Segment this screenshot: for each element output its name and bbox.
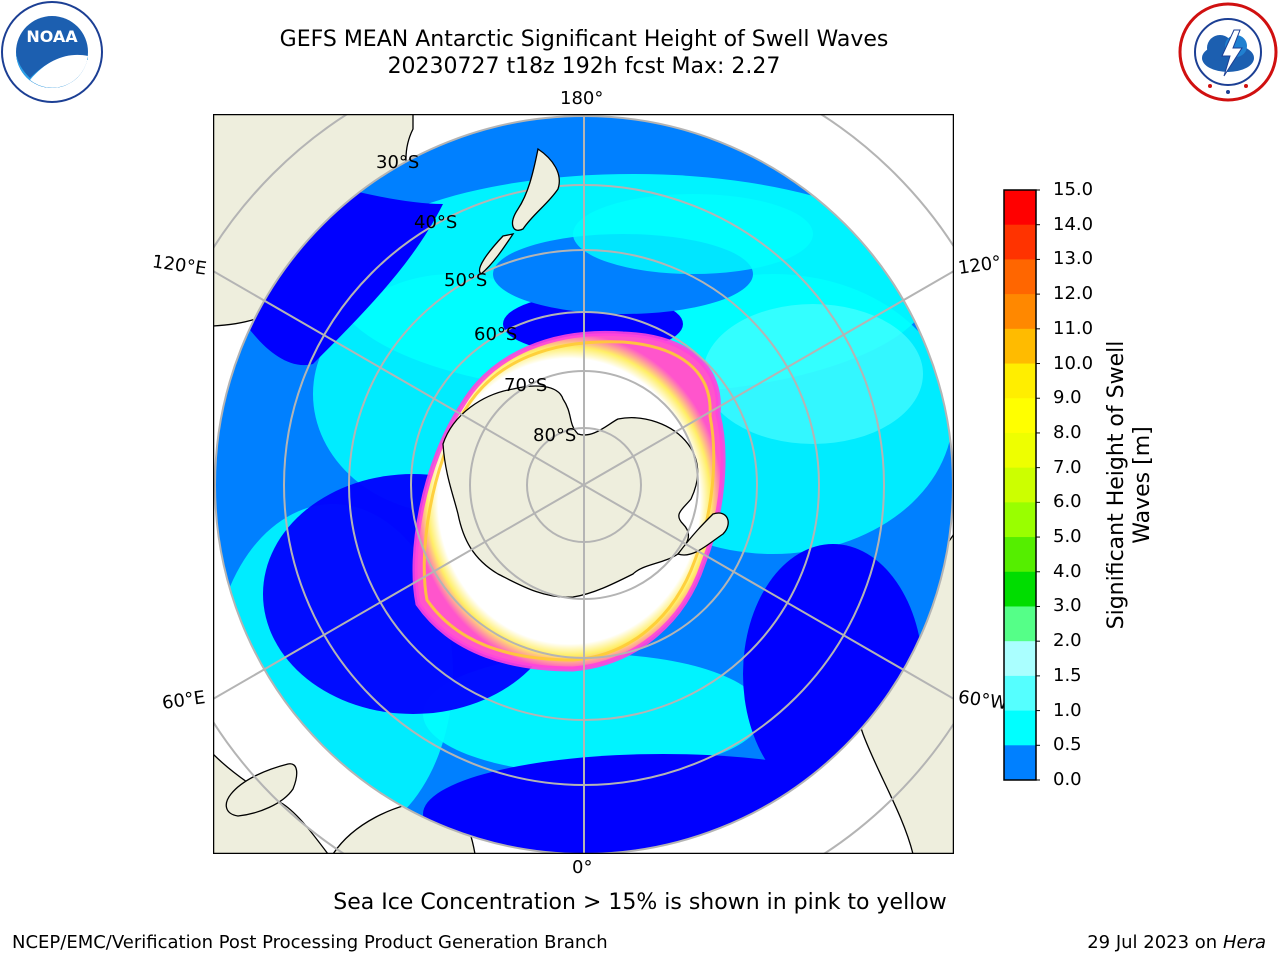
lat-label-30: 30°S (376, 152, 420, 173)
colorbar-segment (1004, 190, 1036, 226)
colorbar-segment (1004, 537, 1036, 573)
footer-date: 29 Jul 2023 on Hera (1087, 932, 1266, 953)
polar-map (212, 113, 955, 855)
colorbar-segment (1004, 398, 1036, 434)
chart-subtitle: 20230727 t18z 192h fcst Max: 2.27 (387, 54, 781, 79)
svg-text:NOAA: NOAA (26, 27, 78, 46)
lon-label-left-lower: 60°E (160, 687, 207, 714)
lon-label-top: 180° (560, 88, 604, 109)
colorbar-tick-label: 2.0 (1053, 630, 1082, 652)
colorbar-segment (1004, 224, 1036, 260)
colorbar-tick-label: 10.0 (1053, 352, 1094, 374)
footer-credit: NCEP/EMC/Verification Post Processing Pr… (12, 932, 608, 953)
lat-label-80: 80°S (533, 425, 577, 446)
colorbar-tick-label: 0.0 (1053, 769, 1082, 790)
colorbar-segment (1004, 502, 1036, 538)
colorbar-tick-label: 14.0 (1053, 213, 1094, 235)
lon-label-right-upper: 120° (956, 252, 1003, 279)
colorbar-segment (1004, 432, 1036, 469)
lat-label-60: 60°S (474, 324, 518, 345)
colorbar-tick-label: 8.0 (1053, 421, 1082, 443)
colorbar-segment (1004, 467, 1036, 503)
lon-label-left-upper: 120°E (150, 251, 208, 280)
colorbar-tick-label: 15.0 (1053, 179, 1094, 200)
colorbar-segment (1004, 259, 1036, 295)
colorbar-segment (1004, 363, 1036, 399)
colorbar-tick-label: 12.0 (1053, 283, 1094, 305)
colorbar-tick-label: 6.0 (1053, 491, 1082, 513)
colorbar-tick-label: 4.0 (1053, 560, 1082, 582)
colorbar-segment (1004, 745, 1036, 781)
colorbar-segment (1004, 675, 1036, 712)
colorbar-tick-label: 3.0 (1053, 595, 1082, 617)
colorbar-tick-label: 13.0 (1053, 248, 1094, 270)
colorbar-segment (1004, 328, 1036, 365)
colorbar-tick-label: 1.0 (1053, 699, 1082, 721)
colorbar (1000, 186, 1140, 786)
colorbar-tick-label: 0.5 (1053, 734, 1082, 756)
colorbar-segment (1004, 571, 1036, 607)
lat-label-50: 50°S (444, 270, 488, 291)
graticule (213, 114, 954, 854)
colorbar-tick-label: 5.0 (1053, 526, 1082, 548)
chart-title: GEFS MEAN Antarctic Significant Height o… (279, 27, 889, 52)
colorbar-tick-label: 11.0 (1053, 317, 1094, 339)
colorbar-segment (1004, 294, 1036, 330)
colorbar-segment (1004, 710, 1036, 746)
sea-ice-note: Sea Ice Concentration > 15% is shown in … (333, 890, 947, 915)
national-weather-service-logo (1176, 0, 1280, 104)
colorbar-tick-label: 1.5 (1053, 664, 1082, 686)
noaa-logo: NOAA (0, 0, 104, 104)
colorbar-tick-label: 7.0 (1053, 456, 1082, 478)
lat-label-70: 70°S (504, 375, 548, 396)
colorbar-segment (1004, 641, 1036, 677)
lat-label-40: 40°S (414, 212, 458, 233)
footer-host: Hera (1222, 932, 1266, 953)
colorbar-tick-label: 9.0 (1053, 387, 1082, 409)
colorbar-segment (1004, 606, 1036, 642)
lon-label-bottom: 0° (572, 857, 593, 878)
